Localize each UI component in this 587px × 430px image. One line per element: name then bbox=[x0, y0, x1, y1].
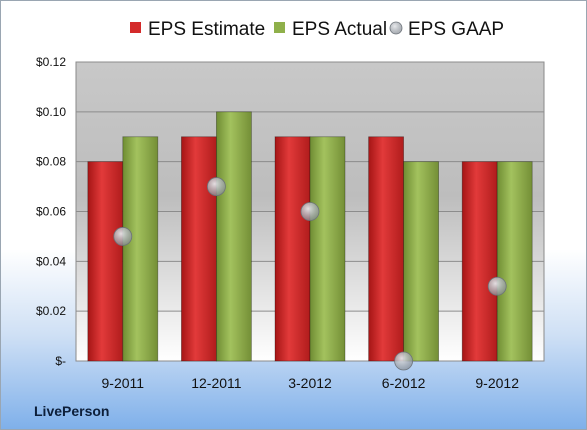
bar-eps-estimate bbox=[87, 161, 124, 362]
x-category-label: 6-2012 bbox=[382, 375, 426, 391]
marker-eps-gaap bbox=[113, 227, 133, 246]
legend-swatch bbox=[130, 22, 141, 33]
bar-eps-estimate bbox=[274, 136, 311, 362]
x-category-label: 3-2012 bbox=[288, 375, 332, 391]
bar-eps-estimate bbox=[180, 136, 217, 362]
y-tick-label: $0.02 bbox=[36, 304, 66, 318]
bar-eps-actual bbox=[403, 161, 440, 362]
marker-eps-gaap bbox=[300, 202, 320, 221]
y-tick-label: $0.06 bbox=[36, 205, 66, 219]
company-name: LivePerson bbox=[34, 403, 110, 419]
legend: EPS Estimate EPS Actual EPS GAAP bbox=[130, 19, 504, 40]
bars-group bbox=[87, 111, 533, 362]
legend-label: EPS Actual bbox=[292, 19, 387, 40]
x-category-label: 9-2011 bbox=[102, 375, 145, 391]
bar-eps-actual bbox=[309, 136, 346, 362]
y-tick-label: $0.04 bbox=[36, 254, 66, 268]
x-category-label: 9-2012 bbox=[475, 375, 519, 391]
gaap-markers bbox=[113, 177, 507, 371]
marker-eps-gaap bbox=[206, 177, 226, 196]
x-category-label: 12-2011 bbox=[191, 375, 242, 391]
bar-eps-actual bbox=[215, 111, 252, 362]
x-axis-labels: 9-2011 12-2011 3-2012 6-2012 9-2012 bbox=[102, 375, 520, 391]
y-tick-label: $0.10 bbox=[36, 105, 66, 119]
y-tick-label: $0.12 bbox=[36, 55, 66, 69]
y-tick-label: $- bbox=[55, 354, 66, 368]
bar-eps-actual bbox=[122, 136, 159, 362]
bar-eps-estimate bbox=[368, 136, 405, 362]
legend-label: EPS GAAP bbox=[408, 19, 504, 40]
marker-eps-gaap bbox=[394, 351, 414, 371]
legend-swatch bbox=[274, 22, 285, 33]
legend-swatch bbox=[389, 21, 403, 35]
legend-label: EPS Estimate bbox=[148, 19, 265, 40]
bar-eps-estimate bbox=[461, 161, 498, 362]
y-axis-ticks: $- $0.02 $0.04 $0.06 $0.08 $0.10 $0.12 bbox=[36, 55, 66, 368]
y-tick-label: $0.08 bbox=[36, 155, 66, 169]
bar-eps-actual bbox=[496, 161, 533, 362]
marker-eps-gaap bbox=[487, 276, 507, 296]
